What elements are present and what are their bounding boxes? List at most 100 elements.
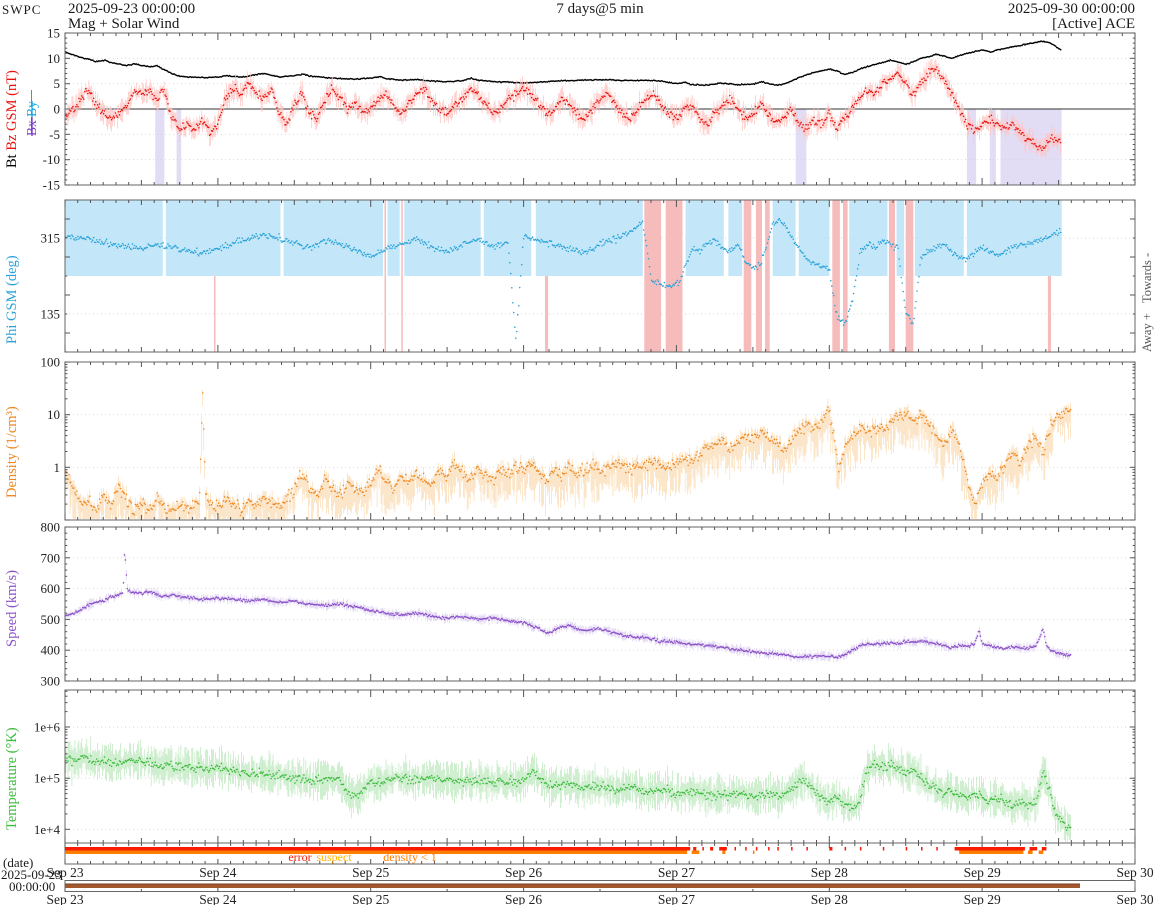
shade-band xyxy=(665,200,683,352)
ytick-label: 0 xyxy=(54,102,61,117)
ytick-label: 315 xyxy=(41,231,61,246)
panel-phi: 315 135 Phi GSM (deg) Towards - Away + xyxy=(4,199,1154,353)
legend-error: error xyxy=(288,850,311,864)
speed-axis-title: Speed (km/s) xyxy=(4,570,20,647)
received-bar xyxy=(65,884,1080,888)
date-tick-label: Sep 23 xyxy=(46,892,83,905)
resolution-label: 7 days@5 min xyxy=(556,1,644,17)
bt-trace xyxy=(65,40,1062,87)
shade-band xyxy=(1000,109,1062,185)
error-quality-bar xyxy=(905,847,908,851)
error-quality-bar xyxy=(1029,847,1038,851)
agency-label: SWPC xyxy=(2,2,42,17)
speed-trace xyxy=(65,554,1072,659)
ytick-label: 1e+5 xyxy=(34,771,60,786)
shade-band xyxy=(966,109,977,185)
ytick-label: 135 xyxy=(41,307,61,322)
date-tick-label: Sep 26 xyxy=(505,892,542,905)
suspect-quality-bar xyxy=(65,850,688,854)
ytick-label: 1e+6 xyxy=(34,720,61,735)
panel-temperature: 1e+6 1e+5 1e+4 Temperature (°K) xyxy=(4,689,1136,844)
error-quality-bar xyxy=(745,847,747,851)
error-quality-bar xyxy=(719,847,727,851)
error-quality-bar xyxy=(755,847,758,851)
shade-band xyxy=(905,200,914,352)
suspect-quality-bar xyxy=(1038,850,1044,854)
ytick-label: 10 xyxy=(47,407,60,422)
shade-band xyxy=(644,200,662,352)
shade-band xyxy=(888,200,895,352)
error-quality-bar xyxy=(829,847,833,851)
shade-band xyxy=(755,200,762,352)
error-quality-bar xyxy=(859,847,862,851)
shade-band xyxy=(176,109,182,185)
date-tick-label: Sep 29 xyxy=(964,892,1001,905)
shade-band xyxy=(165,200,281,276)
shade-band xyxy=(728,200,743,276)
error-quality-bar xyxy=(844,847,847,851)
error-quality-bar xyxy=(791,847,793,851)
error-quality-bar xyxy=(936,847,938,851)
shade-band xyxy=(832,200,840,352)
date-tick-label: Sep 29 xyxy=(964,865,1001,880)
towards-sector-label: Towards - xyxy=(1140,253,1154,303)
suspect-quality-bar xyxy=(691,850,700,854)
ytick-label: 700 xyxy=(41,550,61,565)
date-tick-label: Sep 27 xyxy=(658,865,695,880)
shade-band xyxy=(155,109,165,185)
ytick-label: 1 xyxy=(54,460,61,475)
ytick-label: 800 xyxy=(41,520,61,535)
shade-band xyxy=(896,200,905,276)
shade-band xyxy=(685,200,724,276)
quality-strip: error suspect density < 1 xyxy=(64,842,1136,865)
date-tick-label: Sep 25 xyxy=(352,865,389,880)
date-axis-row-2: Sep 23 Sep 24 Sep 25 Sep 26 Sep 27 Sep 28 Sep … xyxy=(46,892,1153,905)
error-quality-bar xyxy=(710,847,714,851)
density-axis-title: Density (1/cm³) xyxy=(4,406,20,498)
shade-band xyxy=(914,200,964,276)
ytick-label: 5 xyxy=(54,76,61,91)
data-received-strip xyxy=(64,879,1136,893)
ytick-label: 300 xyxy=(41,674,61,689)
ytick-label: 10 xyxy=(47,51,60,66)
speed-error-bars xyxy=(65,552,1071,663)
date-tick-label: Sep 26 xyxy=(505,865,542,880)
error-quality-bar xyxy=(806,847,808,851)
suspect-quality-bar xyxy=(722,850,726,854)
error-quality-bar xyxy=(882,847,885,851)
date-tick-label: Sep 27 xyxy=(658,892,695,905)
date-tick-label: Sep 30 xyxy=(1116,892,1153,905)
date-tick-label: Sep 30 xyxy=(1116,865,1153,880)
error-quality-bar xyxy=(768,847,770,851)
legend-suspect: suspect xyxy=(316,850,352,864)
error-quality-bar xyxy=(954,847,1025,851)
suspect-quality-bar xyxy=(959,850,1024,854)
temperature-trace xyxy=(65,754,1072,831)
shade-band xyxy=(772,200,796,276)
density-trace xyxy=(65,392,1072,517)
date-tick-label: Sep 28 xyxy=(811,892,848,905)
shade-band xyxy=(843,200,848,352)
suspect-quality-bar xyxy=(1028,850,1033,854)
date-tick-label: Sep 25 xyxy=(352,892,389,905)
shade-band xyxy=(989,109,996,185)
ytick-label: 100 xyxy=(41,355,61,370)
date-axis-row-1: Sep 23 Sep 24 Sep 25 Sep 26 Sep 27 Sep 28 Sep … xyxy=(46,865,1153,880)
start-datetime: 2025-09-23 00:00:00 xyxy=(68,1,196,17)
ytick-label: 600 xyxy=(41,581,61,596)
bz-error-bars xyxy=(65,58,1062,158)
mag-axis-title: Bt Bz GSM (nT) xyxy=(4,70,20,168)
footer-start-date: 2025-09-23 xyxy=(1,867,62,882)
away-sector-label: Away + xyxy=(1140,313,1154,352)
error-quality-bar xyxy=(734,847,736,851)
suspect-quality-bar xyxy=(752,850,755,854)
phi-axis-title: Phi GSM (deg) xyxy=(4,255,20,344)
ytick-label: -15 xyxy=(43,178,60,193)
error-quality-bar xyxy=(65,847,691,851)
shade-band xyxy=(384,200,386,352)
data-source-status: [Active] ACE xyxy=(1052,16,1135,32)
density-error-bars xyxy=(65,389,1071,519)
error-quality-bar xyxy=(921,847,923,851)
